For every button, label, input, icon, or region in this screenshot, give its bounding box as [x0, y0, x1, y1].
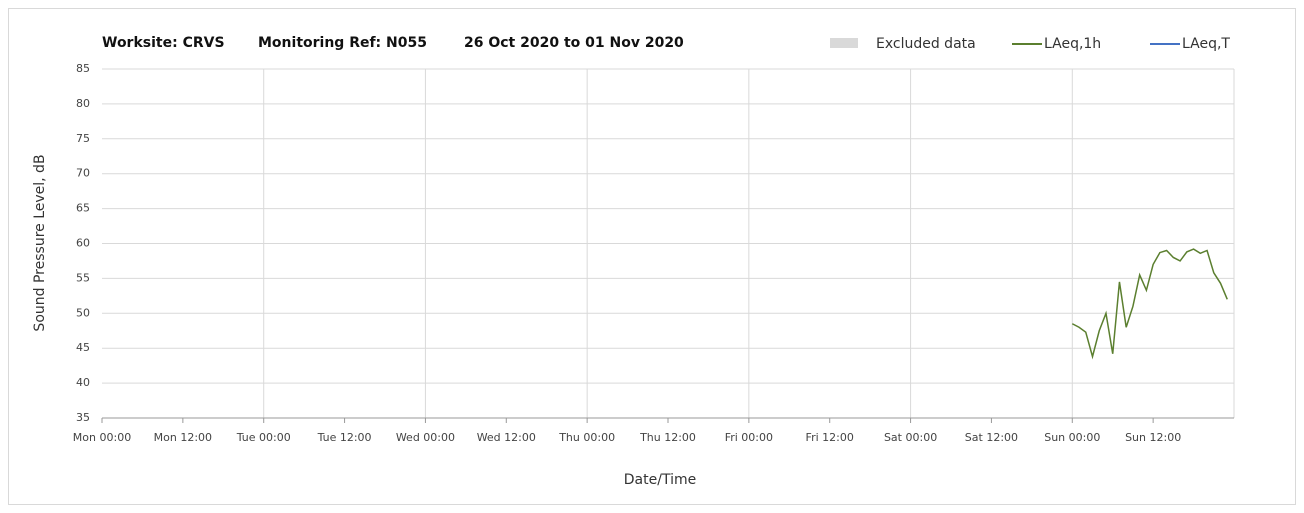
chart-title: Worksite: CRVS — [102, 35, 225, 51]
y-tick-label: 60 — [76, 237, 90, 250]
data-line — [1071, 248, 1228, 360]
x-tick-label: Sat 00:00 — [884, 431, 937, 444]
x-tick-label: Wed 00:00 — [396, 431, 455, 444]
y-tick-label: 40 — [76, 376, 90, 389]
x-axis-label: Date/Time — [624, 472, 696, 488]
y-tick-label: 55 — [76, 271, 90, 284]
x-tick-label: Fri 00:00 — [725, 431, 773, 444]
x-tick-label: Wed 12:00 — [477, 431, 536, 444]
x-tick-label: Sun 00:00 — [1044, 431, 1100, 444]
legend-label: Excluded data — [876, 36, 976, 52]
legend-label: LAeq,1h — [1044, 36, 1101, 52]
x-tick-label: Fri 12:00 — [806, 431, 854, 444]
y-tick-label: 75 — [76, 132, 90, 145]
x-tick-label: Thu 00:00 — [558, 431, 615, 444]
y-tick-label: 80 — [76, 97, 90, 110]
y-axis-label: Sound Pressure Level, dB — [32, 154, 48, 331]
chart-border — [8, 8, 1296, 505]
legend-swatch — [830, 38, 858, 48]
y-tick-label: 50 — [76, 306, 90, 319]
y-tick-label: 70 — [76, 167, 90, 180]
y-tick-label: 65 — [76, 202, 90, 215]
x-tick-label: Mon 12:00 — [154, 431, 212, 444]
y-tick-label: 45 — [76, 341, 90, 354]
legend-label: LAeq,T — [1182, 36, 1230, 52]
y-tick-label: 85 — [76, 62, 90, 75]
x-tick-label: Mon 00:00 — [73, 431, 131, 444]
x-tick-label: Sat 12:00 — [965, 431, 1018, 444]
chart-title: 26 Oct 2020 to 01 Nov 2020 — [464, 35, 684, 51]
x-tick-label: Tue 12:00 — [317, 431, 372, 444]
y-tick-label: 35 — [76, 411, 90, 424]
x-tick-label: Sun 12:00 — [1125, 431, 1181, 444]
x-tick-label: Tue 00:00 — [236, 431, 291, 444]
chart-title: Monitoring Ref: N055 — [258, 35, 427, 51]
x-tick-label: Thu 12:00 — [639, 431, 696, 444]
